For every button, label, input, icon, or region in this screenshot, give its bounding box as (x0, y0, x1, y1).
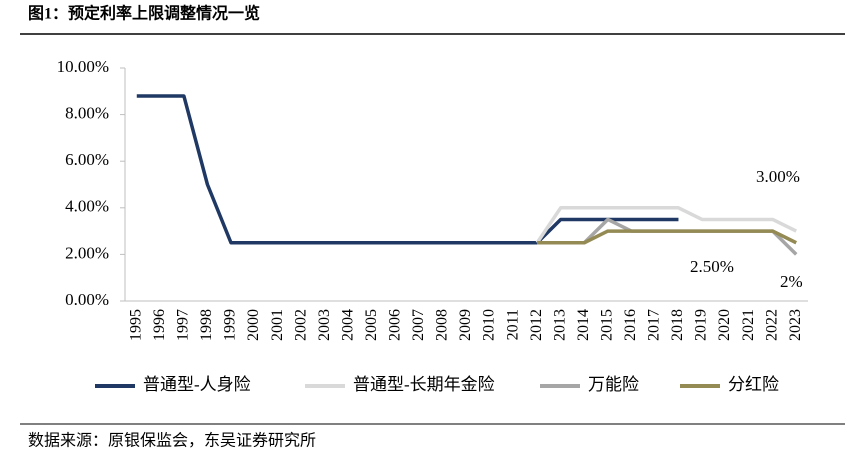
chart-title: 图1：预定利率上限调整情况一览 (28, 4, 260, 23)
x-tick-label: 1997 (175, 309, 192, 341)
series-line (535, 206, 797, 244)
x-tick-label: 2002 (292, 309, 309, 341)
x-tick-label: 2018 (669, 309, 686, 341)
x-tick-label: 2017 (646, 309, 663, 341)
series-line (136, 94, 679, 245)
y-tick-label: 4.00% (65, 197, 109, 216)
x-tick-label: 2008 (434, 309, 451, 341)
y-tick-label: 0.00% (65, 290, 109, 309)
y-tick-label: 8.00% (65, 104, 109, 123)
x-tick-label: 2019 (693, 309, 710, 341)
x-tick-label: 2021 (740, 309, 757, 341)
annotation: 2.50% (690, 257, 734, 276)
y-tick-label: 10.00% (57, 57, 109, 76)
x-tick-label: 2023 (787, 309, 804, 341)
x-tick-label: 2012 (528, 309, 545, 341)
x-tick-label: 1995 (127, 309, 144, 341)
x-tick-label: 2006 (387, 309, 404, 341)
legend-label: 万能险 (588, 375, 639, 394)
series-line (537, 229, 797, 245)
x-tick-label: 1999 (222, 309, 239, 341)
x-tick-label: 2010 (481, 309, 498, 341)
x-tick-label: 2007 (410, 309, 427, 341)
x-tick-label: 2016 (622, 309, 639, 341)
y-tick-label: 6.00% (65, 150, 109, 169)
legend-label: 普通型-人身险 (143, 375, 251, 394)
x-tick-label: 2015 (598, 309, 615, 341)
annotation: 3.00% (756, 167, 800, 186)
y-tick-label: 2.00% (65, 243, 109, 262)
x-tick-label: 2022 (763, 309, 780, 341)
x-tick-label: 2020 (716, 309, 733, 341)
x-tick-label: 2005 (363, 309, 380, 341)
x-tick-label: 2003 (316, 309, 333, 341)
x-tick-label: 1998 (198, 309, 215, 341)
x-tick-label: 2004 (339, 309, 356, 341)
x-tick-label: 2009 (457, 309, 474, 341)
source: 数据来源：原银保监会，东吴证券研究所 (28, 432, 316, 450)
x-tick-label: 2011 (504, 309, 521, 340)
legend-label: 分红险 (728, 375, 779, 394)
legend-label: 普通型-长期年金险 (353, 375, 495, 394)
x-tick-label: 2001 (269, 309, 286, 341)
series-line (537, 217, 798, 256)
x-tick-label: 2000 (245, 309, 262, 341)
x-tick-label: 2014 (575, 309, 592, 341)
x-tick-label: 1996 (151, 309, 168, 341)
x-tick-label: 2013 (551, 309, 568, 341)
annotation: 2% (780, 272, 803, 291)
